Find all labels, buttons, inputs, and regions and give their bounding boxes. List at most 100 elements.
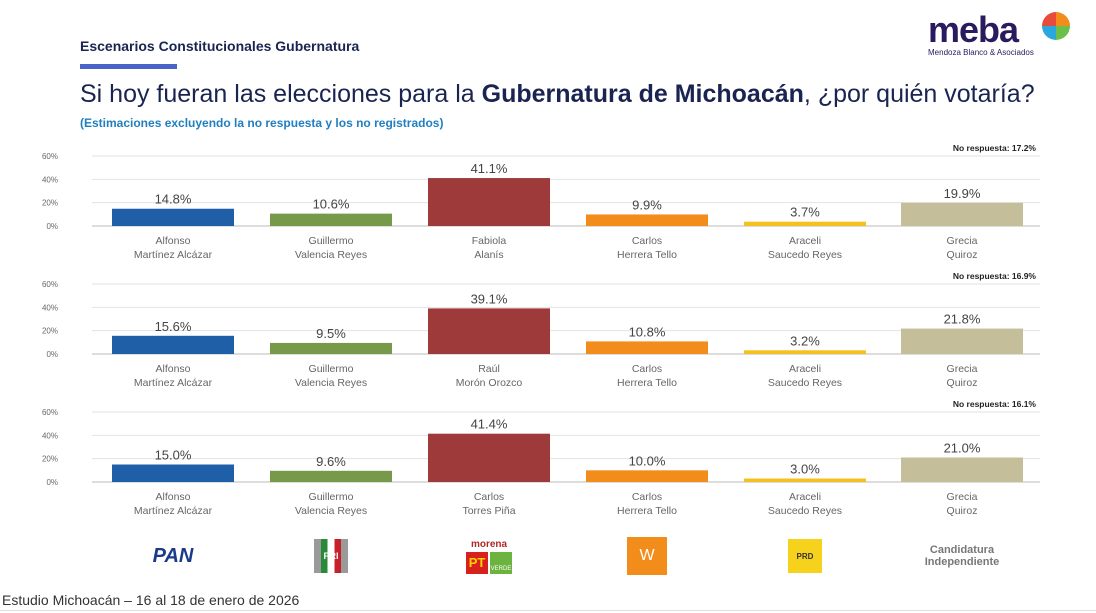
independent-text: Candidatura Independiente [924,544,1000,568]
morena-pt-verde-logo: morena PT VERDE [459,536,519,576]
y-tick-label: 0% [46,478,58,487]
no-response-annotation: No respuesta: 17.2% [953,143,1037,153]
bar [270,342,392,354]
prd-text: PRD [788,539,822,573]
bar [901,328,1023,354]
category-label-line1: Raúl [478,363,500,375]
bar [112,208,234,226]
category-label-line2: Quiroz [947,505,978,517]
category-label-line2: Martínez Alcázar [134,377,213,389]
data-label: 15.6% [155,319,192,334]
bar [744,350,866,354]
y-tick-label: 20% [42,327,58,336]
data-label: 3.0% [790,462,820,477]
y-tick-label: 60% [42,280,58,289]
category-label-line1: Grecia [947,491,978,503]
category-label-line2: Valencia Reyes [295,249,367,261]
bar [112,464,234,482]
category-label-line2: Saucedo Reyes [768,377,842,389]
question-bold: Gubernatura de Michoacán [481,80,804,108]
category-label-line2: Saucedo Reyes [768,249,842,261]
data-label: 39.1% [471,291,508,306]
data-label: 3.7% [790,205,820,220]
category-label-line2: Valencia Reyes [295,377,367,389]
category-label-line2: Alanís [474,249,503,261]
y-tick-label: 60% [42,408,58,417]
category-label-line2: Torres Piña [462,505,515,517]
data-label: 10.0% [629,453,666,468]
category-label-line1: Carlos [632,235,662,247]
category-label-line1: Araceli [789,235,821,247]
pan-text: PAN [152,544,194,567]
bar [586,341,708,354]
data-label: 10.8% [629,324,666,339]
bar [586,470,708,482]
charts: 0% 20% 40% 60% No respuesta: 17.2% 14.8% Alfon… [42,143,1040,517]
category-label-line2: Morón Orozco [456,377,523,389]
pan-logo: PAN [143,536,203,576]
y-tick-label: 20% [42,455,58,464]
category-label-line1: Guillermo [309,491,354,503]
data-label: 9.9% [632,197,662,212]
category-label-line1: Grecia [947,235,978,247]
bar [270,470,392,482]
y-tick-label: 40% [42,175,58,184]
meba-logo: meba Mendoza Blanco & Asociados [928,12,1078,62]
logo-tagline: Mendoza Blanco & Asociados [928,48,1034,57]
logo-word: meba [928,9,1019,50]
accent-bar [80,64,177,69]
category-label-line1: Araceli [789,491,821,503]
question-post: , ¿por quién votaría? [803,80,1035,108]
morena-text: morena [470,538,508,550]
category-label-line2: Martínez Alcázar [134,249,213,261]
pt-logo: PT [466,551,488,574]
y-tick-label: 0% [46,222,58,231]
data-label: 19.9% [944,186,981,201]
category-label-line1: Carlos [632,491,662,503]
data-label: 41.4% [471,417,508,432]
question-pre: Si hoy fueran las elecciones para la [80,80,482,108]
bar [901,202,1023,226]
category-label-line1: Alfonso [155,363,190,375]
data-label: 41.1% [471,161,508,176]
bar [901,457,1023,482]
data-label: 15.0% [155,448,192,463]
data-label: 21.8% [944,312,981,327]
category-label-line2: Saucedo Reyes [768,505,842,517]
category-label-line2: Martínez Alcázar [134,505,213,517]
bar [744,478,866,482]
bar [428,178,550,226]
prd-logo: PRD [775,536,835,576]
bar [112,335,234,354]
y-tick-label: 40% [42,431,58,440]
data-label: 3.2% [790,333,820,348]
category-label-line1: Alfonso [155,491,190,503]
bar [428,308,550,354]
category-label-line2: Herrera Tello [617,505,677,517]
y-tick-label: 60% [42,152,58,161]
subtitle: (Estimaciones excluyendo la no respuesta… [80,116,444,130]
question-title: Si hoy fueran las elecciones para la Gub… [80,80,1035,109]
bar [428,433,550,482]
data-label: 10.6% [313,197,350,212]
footer-divider [0,610,1096,611]
pri-text: PRI [314,539,348,573]
y-tick-label: 40% [42,303,58,312]
data-label: 9.6% [316,454,346,469]
no-response-annotation: No respuesta: 16.9% [953,271,1037,281]
data-label: 9.5% [316,326,346,341]
independent-label: Candidatura Independiente [907,536,1017,576]
category-label-line1: Guillermo [309,363,354,375]
verde-logo: VERDE [490,551,512,574]
category-label-line1: Carlos [632,363,662,375]
mc-logo: W [617,536,677,576]
footer-text: Estudio Michoacán – 16 al 18 de enero de… [2,592,300,608]
category-label-line1: Fabiola [472,235,507,247]
category-label-line1: Guillermo [309,235,354,247]
category-label-line2: Valencia Reyes [295,505,367,517]
mc-eagle-icon: W [627,537,667,575]
category-label-line2: Herrera Tello [617,249,677,261]
data-label: 14.8% [155,192,192,207]
section-title: Escenarios Constitucionales Gubernatura [80,38,360,54]
